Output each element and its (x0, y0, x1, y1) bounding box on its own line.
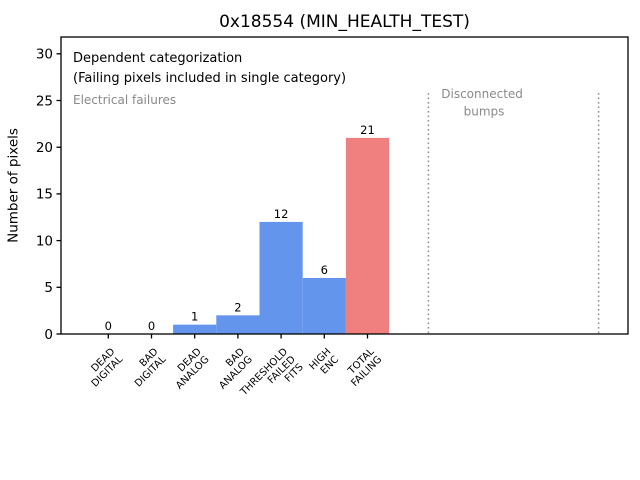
bar-value-label: 12 (274, 207, 289, 221)
bar (345, 137, 390, 334)
plot-border (60, 36, 629, 335)
bar (302, 277, 346, 334)
annotation-dependent-categorization: Dependent categorization (73, 51, 242, 66)
chart-title: 0x18554 (MIN_HEALTH_TEST) (219, 12, 470, 32)
bar (216, 315, 260, 334)
annotation-disconnected-bumps: Disconnected bumps (441, 87, 527, 119)
bar-value-label: 2 (234, 300, 241, 314)
y-tick-label: 0 (44, 327, 53, 343)
x-tick-label: DEADDIGITAL (82, 346, 126, 390)
x-tick-label: BADDIGITAL (125, 346, 169, 390)
bar (173, 324, 217, 334)
y-tick-label: 25 (36, 93, 53, 109)
y-tick-label: 5 (44, 280, 53, 296)
x-tick-label: DEADANALOG (166, 346, 211, 391)
bar-value-label: 21 (360, 123, 375, 137)
annotation-failing-pixels-note: (Failing pixels included in single categ… (73, 71, 346, 86)
bar-value-label: 6 (321, 263, 328, 277)
y-tick-label: 30 (36, 47, 53, 63)
x-tick-label: HIGHENC (307, 346, 341, 380)
annotation-electrical-failures: Electrical failures (73, 93, 176, 107)
y-tick-label: 15 (36, 187, 53, 203)
bar-value-label: 0 (105, 319, 112, 333)
annotation-disconnected-line1: Disconnected (441, 87, 523, 101)
annotation-disconnected-line2: bumps (464, 105, 505, 119)
y-tick-label: 20 (36, 140, 53, 156)
bar-value-label: 0 (148, 319, 155, 333)
bar-value-label: 1 (191, 310, 198, 324)
x-tick-label: TOTALFAILING (342, 346, 385, 389)
y-tick-label: 10 (36, 233, 53, 249)
bar (259, 221, 303, 334)
y-axis-label: Number of pixels (6, 128, 22, 243)
